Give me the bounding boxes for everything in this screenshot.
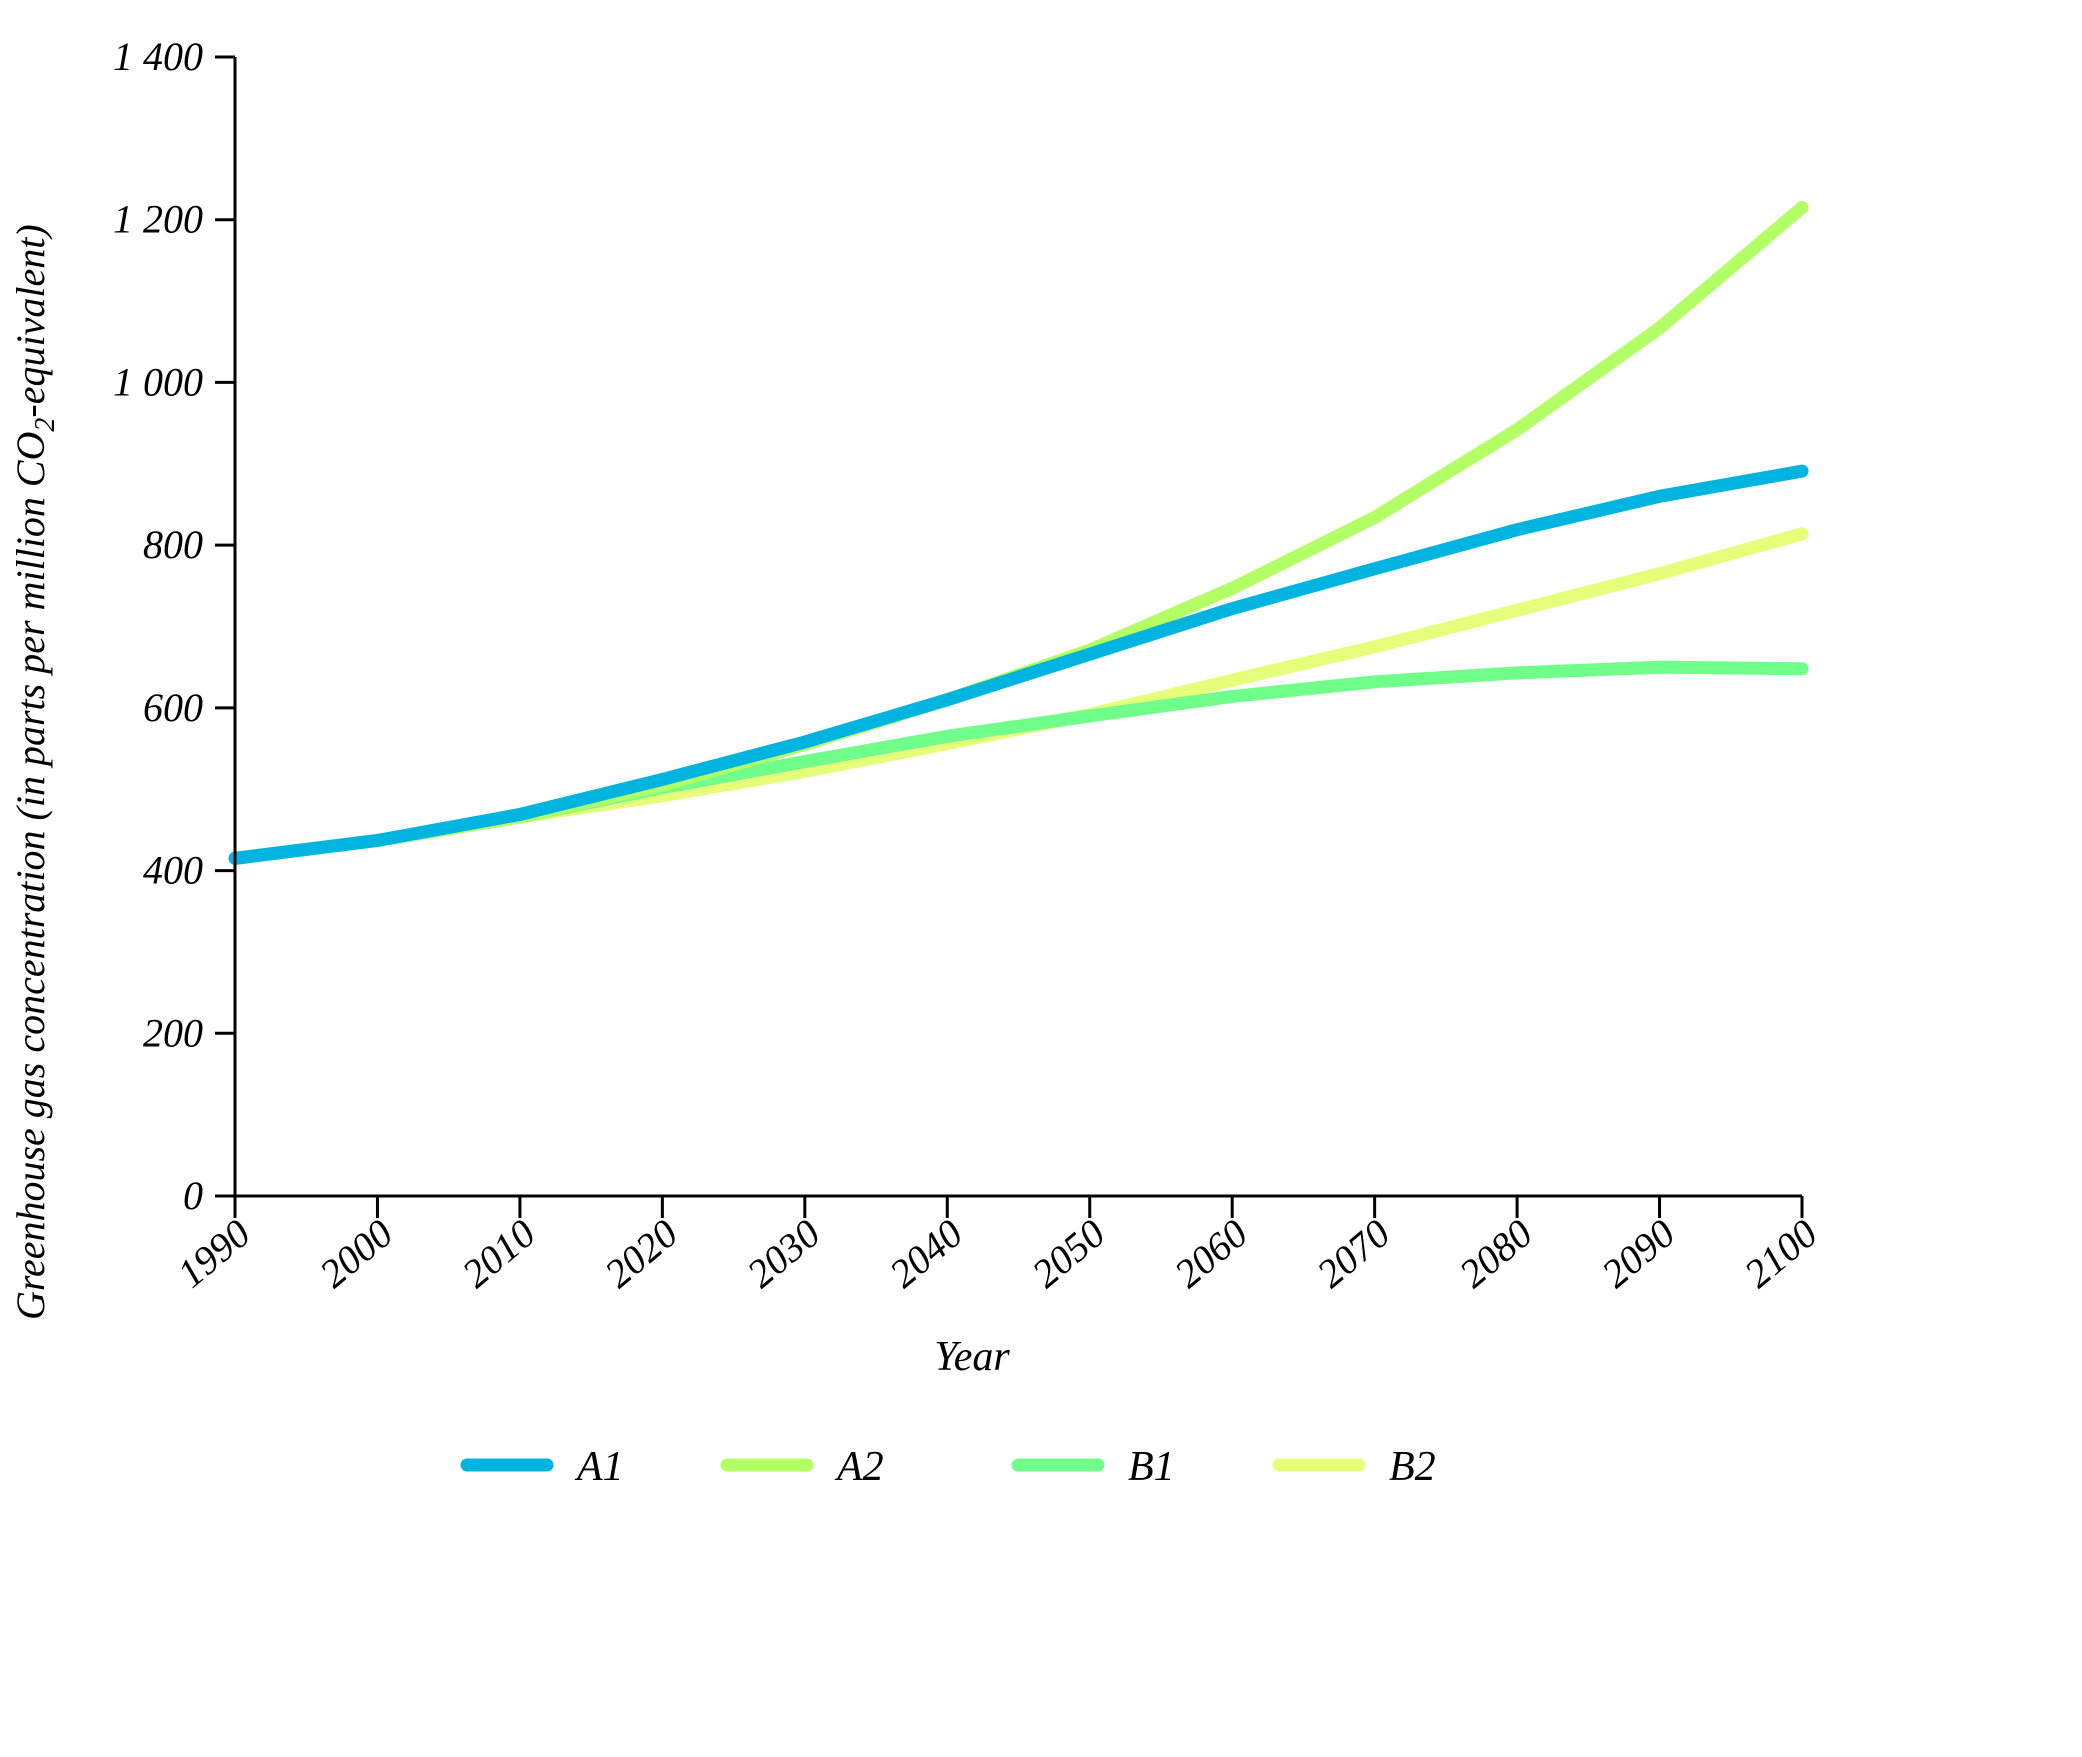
legend-label: A1 xyxy=(574,1444,624,1490)
x-tick-label: 2030 xyxy=(738,1210,828,1296)
x-tick-label: 2080 xyxy=(1451,1210,1541,1296)
y-tick-label: 200 xyxy=(143,1010,203,1055)
x-tick-label: 2010 xyxy=(453,1210,543,1296)
series-layer xyxy=(228,201,1809,865)
x-tick-label: 2090 xyxy=(1593,1210,1683,1296)
y-tick-label: 400 xyxy=(143,848,203,893)
x-tick-label: 2050 xyxy=(1023,1210,1113,1296)
x-tick-label: 1990 xyxy=(169,1210,259,1296)
legend-item-a2: A2 xyxy=(720,1444,884,1490)
x-tick-label: 2020 xyxy=(596,1210,686,1296)
y-tick-label: 1 000 xyxy=(113,359,203,404)
y-tick-label: 800 xyxy=(143,522,203,567)
x-axis-label: Year xyxy=(934,1334,1010,1380)
series-line-b2 xyxy=(228,527,1809,865)
y-axis-label: Greenhouse gas concentration (in parts p… xyxy=(8,224,61,1320)
legend-label: B2 xyxy=(1389,1444,1436,1490)
series-line-a1 xyxy=(228,464,1809,865)
x-ticks: 1990 2000 2010 2020 2030 2040 2050 2060 2070 2080… xyxy=(169,1196,1826,1296)
y-tick-label: 0 xyxy=(183,1173,203,1218)
legend-label: A2 xyxy=(834,1444,884,1490)
legend-label: B1 xyxy=(1128,1444,1175,1490)
y-tick-label: 600 xyxy=(143,685,203,730)
legend-item-b1: B1 xyxy=(1011,1444,1175,1490)
legend-item-a1: A1 xyxy=(460,1444,624,1490)
y-tick-label: 1 200 xyxy=(113,197,203,242)
x-tick-label: 2000 xyxy=(311,1210,401,1296)
x-tick-label: 2040 xyxy=(881,1210,971,1296)
x-tick-label: 2070 xyxy=(1308,1210,1398,1296)
y-ticks: 0 200 400 600 800 1 000 1 200 1 400 xyxy=(113,34,235,1218)
series-line-a2 xyxy=(228,201,1809,865)
y-tick-label: 1 400 xyxy=(113,34,203,79)
x-tick-label: 2100 xyxy=(1736,1210,1826,1296)
legend: A1 A2 B1 B2 xyxy=(460,1444,1436,1490)
y-axis-label-subscript: 2 xyxy=(30,418,61,432)
legend-item-b2: B2 xyxy=(1272,1444,1436,1490)
y-axis-label-end: -equivalent) xyxy=(8,224,53,417)
y-axis-label-main: Greenhouse gas concentration (in parts p… xyxy=(8,432,53,1320)
x-tick-label: 2060 xyxy=(1166,1210,1256,1296)
